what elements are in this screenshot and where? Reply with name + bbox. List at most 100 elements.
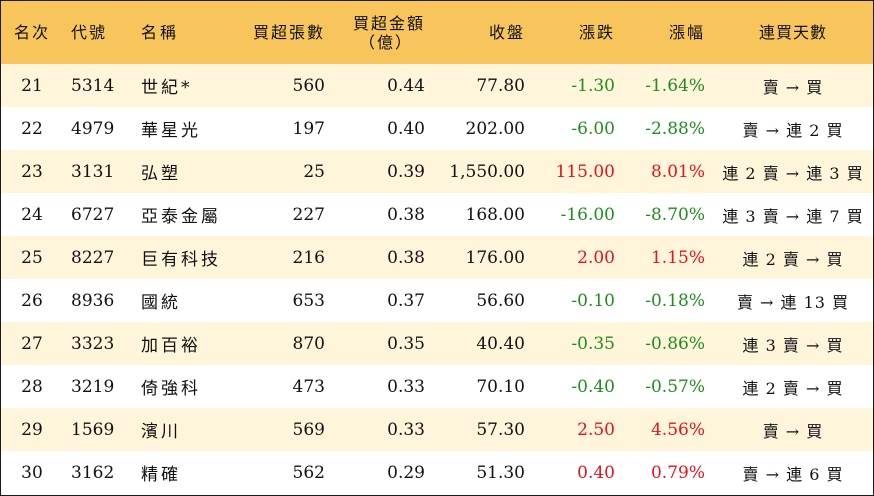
cell-net-amount: 0.38	[387, 247, 425, 268]
cell-streak: 連 3 賣 → 買	[742, 335, 844, 355]
cell-rank: 26	[21, 290, 43, 311]
cell-net-lots: 227	[292, 204, 325, 225]
cell-net-amount: 0.33	[387, 419, 425, 440]
cell-net-amount: 0.37	[387, 290, 425, 311]
cell-close: 176.00	[465, 247, 525, 268]
cell-close: 56.60	[476, 290, 525, 311]
cell-rank: 24	[21, 204, 43, 225]
cell-net-lots: 569	[292, 419, 325, 440]
cell-code: 8227	[71, 247, 115, 268]
cell-change-pct: 4.56%	[650, 419, 705, 440]
table-row: 22 4979 華星光 197 0.40 202.00 -6.00 -2.88%…	[1, 107, 873, 150]
cell-streak: 連 3 賣 → 連 7 買	[722, 206, 864, 226]
cell-net-lots: 562	[292, 462, 325, 483]
table-row: 24 6727 亞泰金屬 227 0.38 168.00 -16.00 -8.7…	[1, 193, 873, 236]
cell-name: 加百裕	[141, 336, 201, 356]
cell-name: 華星光	[141, 121, 201, 141]
cell-name: 國統	[141, 293, 181, 313]
cell-streak: 賣 → 買	[762, 77, 824, 97]
cell-close: 70.10	[476, 376, 525, 397]
cell-code: 5314	[71, 75, 115, 96]
cell-change: 0.40	[577, 462, 615, 483]
cell-change: -0.10	[571, 290, 615, 311]
cell-streak: 連 2 賣 → 買	[742, 378, 844, 398]
header-streak: 連買天數	[758, 23, 827, 42]
cell-net-lots: 870	[292, 333, 325, 354]
cell-name: 世紀*	[141, 78, 193, 98]
cell-close: 168.00	[465, 204, 525, 225]
cell-rank: 29	[21, 419, 43, 440]
cell-rank: 21	[21, 75, 43, 96]
cell-net-amount: 0.38	[387, 204, 425, 225]
cell-streak: 連 2 賣 → 連 3 買	[722, 163, 864, 183]
cell-net-amount: 0.40	[387, 118, 425, 139]
cell-net-amount: 0.29	[387, 462, 425, 483]
cell-code: 3323	[71, 333, 115, 354]
cell-net-lots: 216	[292, 247, 325, 268]
cell-rank: 22	[21, 118, 43, 139]
header-change: 漲跌	[578, 23, 615, 42]
cell-change-pct: 8.01%	[650, 161, 705, 182]
cell-change: 2.00	[577, 247, 615, 268]
table-row: 29 1569 濱川 569 0.33 57.30 2.50 4.56% 賣 →…	[1, 408, 873, 451]
cell-change-pct: -1.64%	[645, 75, 705, 96]
cell-net-lots: 25	[303, 161, 325, 182]
cell-streak: 賣 → 連 2 買	[742, 120, 844, 140]
header-change-pct: 漲幅	[668, 23, 705, 42]
cell-streak: 賣 → 買	[762, 421, 824, 441]
cell-net-amount: 0.35	[387, 333, 425, 354]
cell-change-pct: -0.86%	[645, 333, 705, 354]
cell-code: 6727	[71, 204, 115, 225]
cell-rank: 30	[21, 462, 43, 483]
table-row: 25 8227 巨有科技 216 0.38 176.00 2.00 1.15% …	[1, 236, 873, 279]
cell-code: 3162	[71, 462, 115, 483]
cell-change-pct: 0.79%	[650, 462, 705, 483]
table-row: 23 3131 弘塑 25 0.39 1,550.00 115.00 8.01%…	[1, 150, 873, 193]
cell-close: 51.30	[476, 462, 525, 483]
header-row: 名次 代號 名稱 買超張數 買超金額 （億） 收盤 漲跌 漲幅 連買天數	[1, 1, 873, 64]
header-net-lots: 買超張數	[252, 23, 325, 42]
cell-name: 巨有科技	[141, 250, 221, 270]
cell-close: 57.30	[476, 419, 525, 440]
table-body: 21 5314 世紀* 560 0.44 77.80 -1.30 -1.64% …	[1, 64, 873, 494]
table-row: 26 8936 國統 653 0.37 56.60 -0.10 -0.18% 賣…	[1, 279, 873, 322]
cell-rank: 23	[21, 161, 43, 182]
cell-net-lots: 197	[292, 118, 325, 139]
cell-streak: 連 2 賣 → 買	[742, 249, 844, 269]
cell-rank: 27	[21, 333, 43, 354]
header-name: 名稱	[141, 23, 180, 42]
cell-change-pct: -2.88%	[645, 118, 705, 139]
cell-name: 濱川	[141, 422, 181, 442]
header-net-amount: 買超金額 （億）	[333, 1, 433, 64]
cell-change-pct: 1.15%	[650, 247, 705, 268]
table-row: 21 5314 世紀* 560 0.44 77.80 -1.30 -1.64% …	[1, 64, 873, 107]
cell-change: -6.00	[571, 118, 615, 139]
header-rank: 名次	[13, 23, 50, 42]
table-row: 30 3162 精確 562 0.29 51.30 0.40 0.79% 賣 →…	[1, 451, 873, 494]
cell-code: 3131	[71, 161, 115, 182]
cell-code: 4979	[71, 118, 115, 139]
cell-rank: 25	[21, 247, 43, 268]
cell-change: -0.35	[571, 333, 615, 354]
cell-close: 40.40	[476, 333, 525, 354]
cell-change: 2.50	[577, 419, 615, 440]
cell-close: 1,550.00	[449, 161, 525, 182]
table-row: 27 3323 加百裕 870 0.35 40.40 -0.35 -0.86% …	[1, 322, 873, 365]
cell-net-lots: 653	[292, 290, 325, 311]
cell-change-pct: -8.70%	[645, 204, 705, 225]
cell-change: -1.30	[571, 75, 615, 96]
cell-close: 77.80	[476, 75, 525, 96]
cell-name: 精確	[141, 465, 181, 485]
cell-change: 115.00	[555, 161, 615, 182]
cell-change-pct: -0.57%	[645, 376, 705, 397]
cell-net-amount: 0.33	[387, 376, 425, 397]
cell-change: -16.00	[560, 204, 615, 225]
cell-change: -0.40	[571, 376, 615, 397]
cell-net-amount: 0.39	[387, 161, 425, 182]
cell-code: 3219	[71, 376, 115, 397]
cell-net-lots: 560	[292, 75, 325, 96]
cell-net-lots: 473	[292, 376, 325, 397]
header-net-amount-line1: 買超金額	[352, 13, 425, 33]
